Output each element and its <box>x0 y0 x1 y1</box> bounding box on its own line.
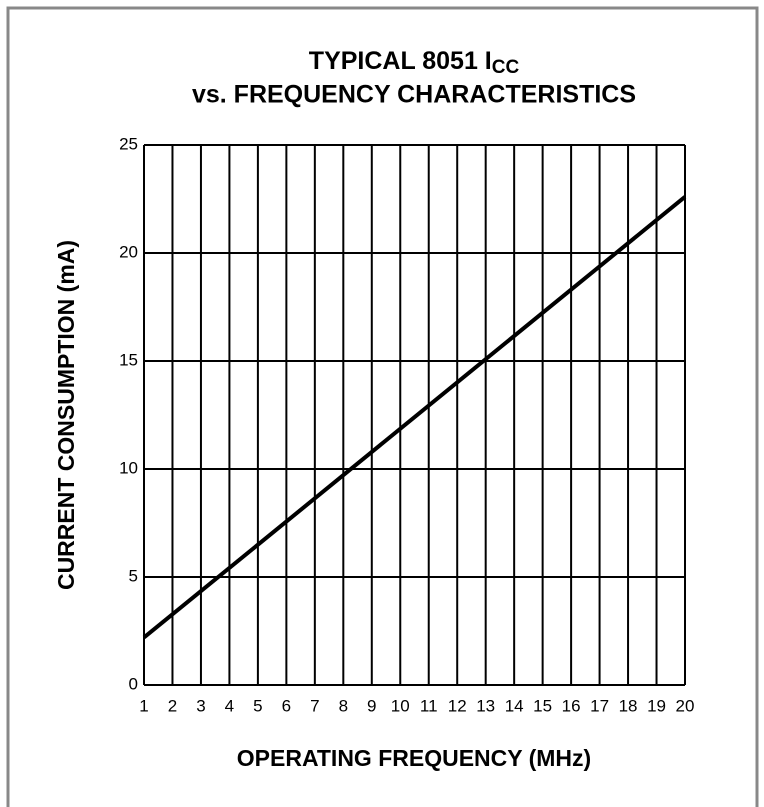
y-tick-label: 25 <box>119 134 138 153</box>
y-tick-label: 5 <box>129 566 138 585</box>
x-tick-label: 13 <box>476 696 495 715</box>
y-axis-label: CURRENT CONSUMPTION (mA) <box>53 240 79 590</box>
x-tick-label: 20 <box>676 696 695 715</box>
x-tick-label: 7 <box>310 696 319 715</box>
frame <box>6 6 759 807</box>
chart-title: TYPICAL 8051 ICC <box>309 47 520 78</box>
y-tick-label: 20 <box>119 242 138 261</box>
chart-subtitle: vs. FREQUENCY CHARACTERISTICS <box>192 81 636 109</box>
x-tick-label: 4 <box>225 696 234 715</box>
x-tick-label: 2 <box>168 696 177 715</box>
x-tick-label: 6 <box>282 696 291 715</box>
x-tick-label: 5 <box>253 696 262 715</box>
y-tick-label: 10 <box>119 458 138 477</box>
x-tick-label: 12 <box>448 696 467 715</box>
x-tick-label: 19 <box>647 696 666 715</box>
x-tick-label: 14 <box>505 696 524 715</box>
x-tick-label: 16 <box>562 696 581 715</box>
y-tick-label: 15 <box>119 350 138 369</box>
x-tick-label: 11 <box>420 696 438 715</box>
data-line <box>142 195 687 640</box>
x-tick-label: 9 <box>367 696 376 715</box>
x-tick-label: 8 <box>339 696 348 715</box>
x-tick-label: 3 <box>196 696 205 715</box>
x-tick-label: 1 <box>139 696 148 715</box>
x-tick-label: 17 <box>590 696 609 715</box>
x-axis-label: OPERATING FREQUENCY (MHz) <box>237 745 591 771</box>
y-tick-label: 0 <box>129 674 138 693</box>
x-tick-label: 18 <box>619 696 638 715</box>
x-tick-label: 15 <box>533 696 552 715</box>
x-tick-label: 10 <box>391 696 410 715</box>
